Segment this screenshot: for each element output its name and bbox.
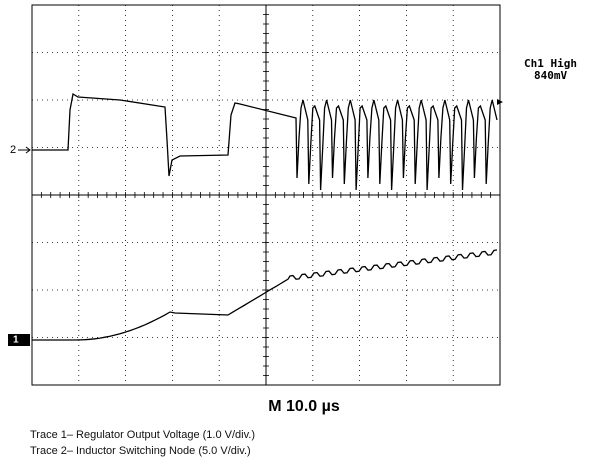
trace-1	[32, 249, 498, 341]
graticule	[31, 4, 500, 386]
channel-1-marker-box	[8, 334, 30, 346]
caption: Trace 2– Inductor Switching Node (5.0 V/…	[30, 445, 251, 457]
ch1-label: Ch1 High	[524, 57, 577, 70]
trigger-arrow	[497, 99, 503, 105]
timebase: M 10.0 µs	[268, 398, 340, 415]
trace-2	[32, 92, 498, 191]
caption: Trace 1– Regulator Output Voltage (1.0 V…	[30, 429, 256, 441]
channel-2-arrow	[18, 146, 31, 154]
ch1-value: 840mV	[534, 69, 567, 82]
channel-2-marker: 2	[10, 144, 16, 156]
channel-1-marker: 1	[13, 335, 19, 346]
scope-screen: 2 1 Ch1 High 840mV	[8, 4, 577, 386]
